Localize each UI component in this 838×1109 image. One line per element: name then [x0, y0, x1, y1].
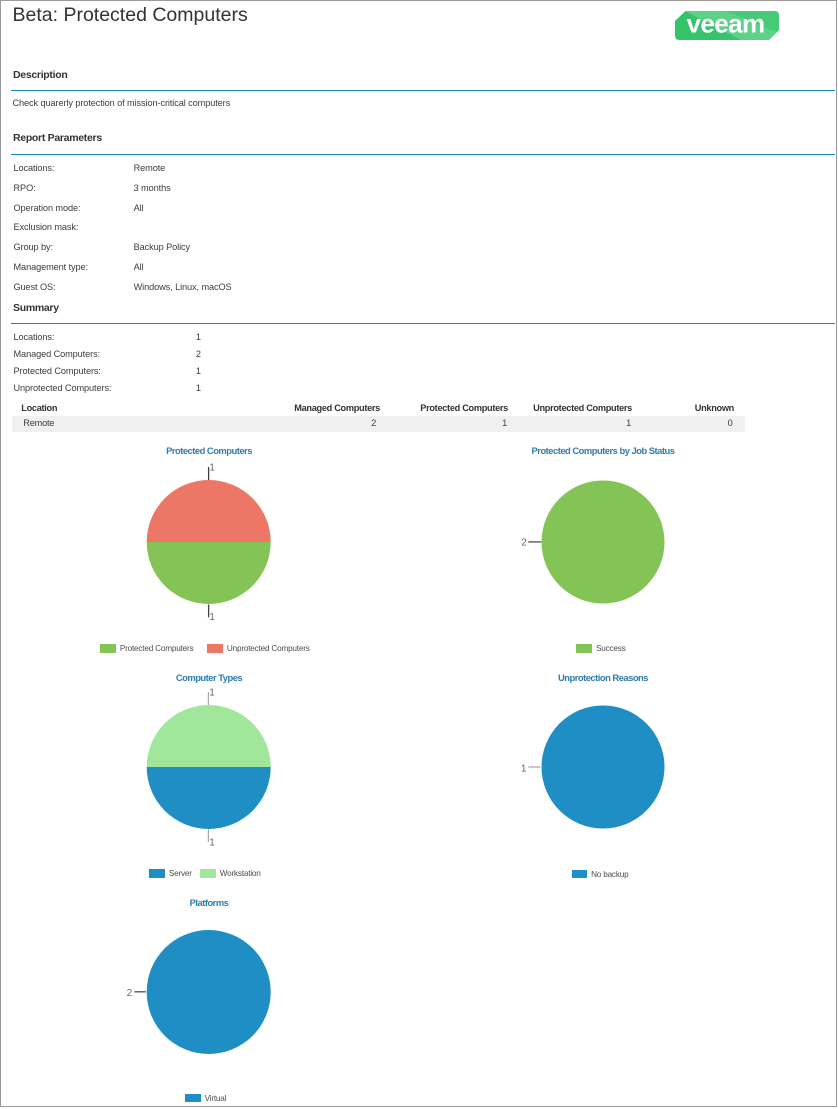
svg-text:1: 1: [209, 463, 215, 474]
svg-text:2: 2: [127, 988, 133, 999]
svg-text:1: 1: [209, 687, 215, 698]
svg-text:1: 1: [209, 612, 215, 623]
svg-text:veeam: veeam: [687, 11, 765, 39]
svg-text:2: 2: [521, 537, 527, 548]
svg-text:1: 1: [209, 837, 215, 848]
svg-text:1: 1: [521, 763, 527, 774]
